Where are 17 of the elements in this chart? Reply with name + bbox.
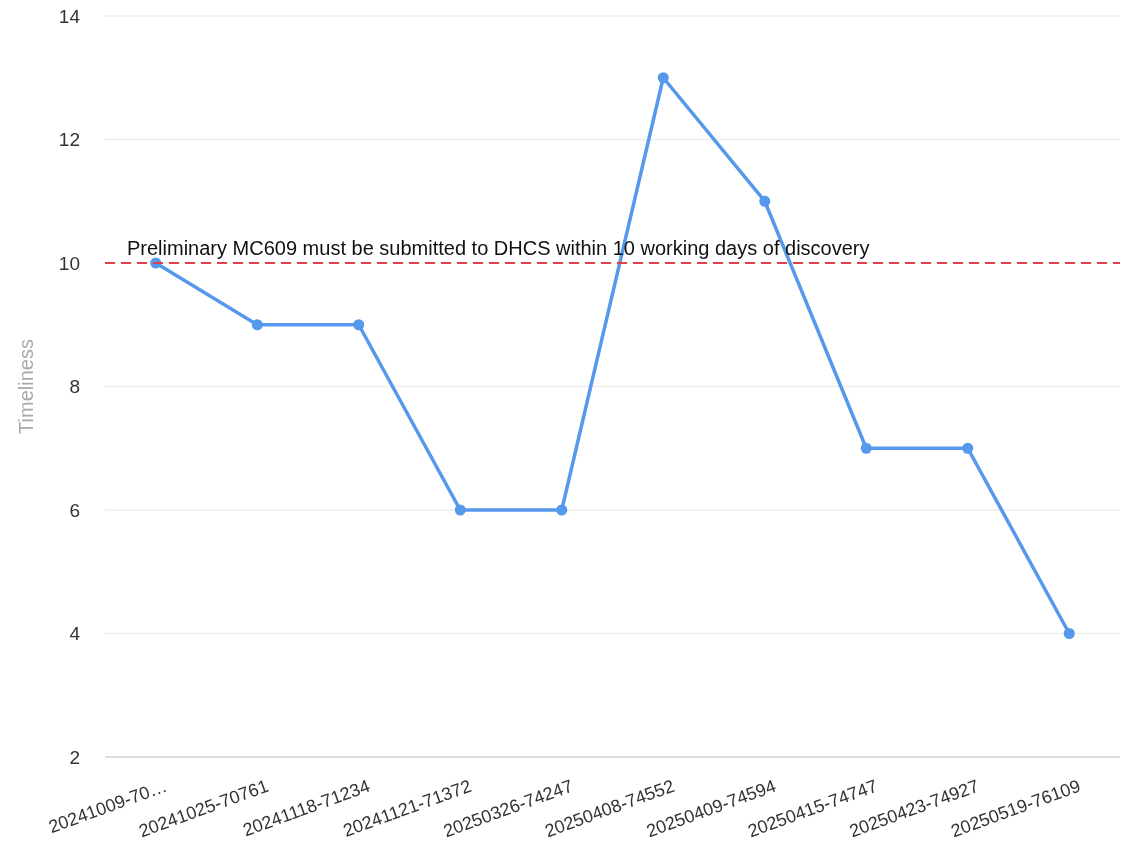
point bbox=[962, 442, 974, 454]
y-tick-label: 6 bbox=[69, 499, 80, 521]
y-tick-label: 14 bbox=[58, 5, 81, 27]
point bbox=[657, 72, 669, 84]
point bbox=[353, 319, 365, 331]
y-tick-label: 10 bbox=[58, 252, 80, 274]
point bbox=[556, 504, 568, 516]
point bbox=[860, 442, 872, 454]
y-tick-label: 2 bbox=[69, 746, 80, 768]
point bbox=[454, 504, 466, 516]
point bbox=[759, 195, 771, 207]
y-tick-label: 4 bbox=[69, 623, 81, 645]
y-tick-label: 12 bbox=[58, 129, 80, 151]
point bbox=[251, 319, 263, 331]
y-tick-label: 8 bbox=[69, 376, 80, 398]
y-axis-title: Timeliness bbox=[15, 339, 37, 434]
point bbox=[1063, 628, 1075, 639]
